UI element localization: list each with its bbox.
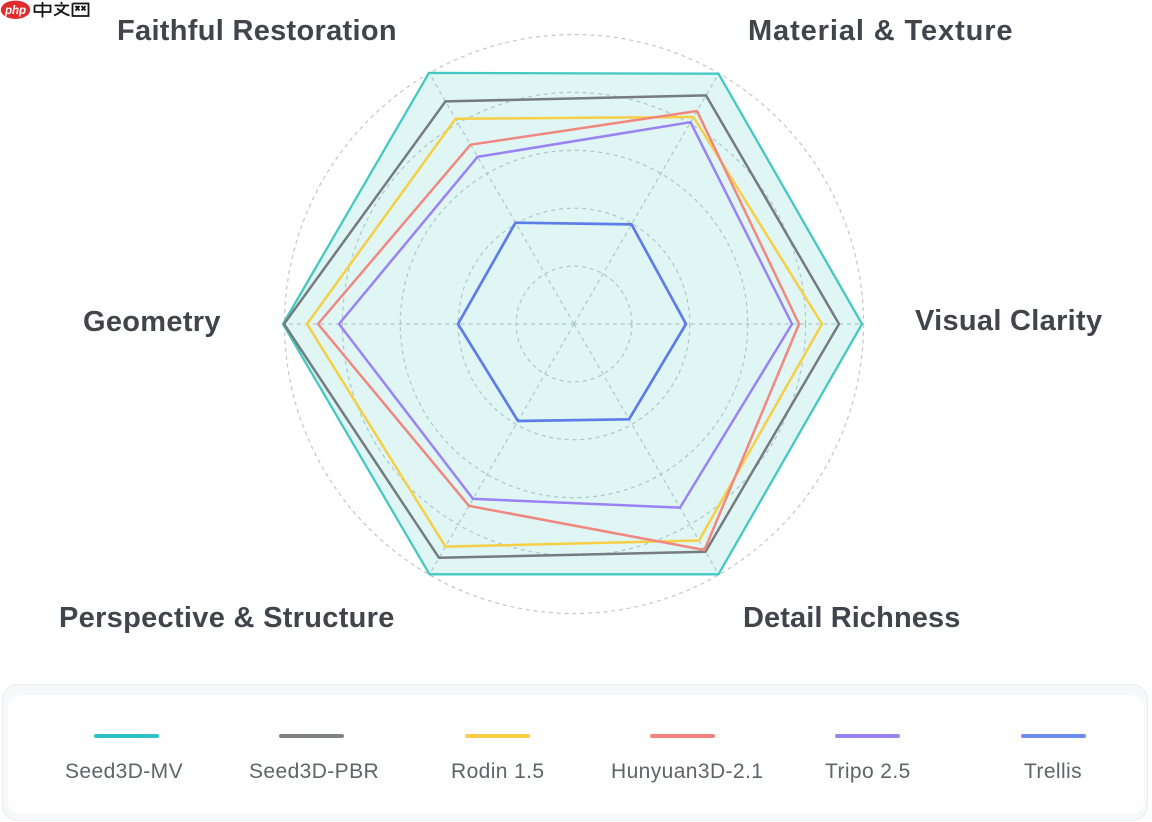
svg-text:php: php xyxy=(4,5,26,17)
